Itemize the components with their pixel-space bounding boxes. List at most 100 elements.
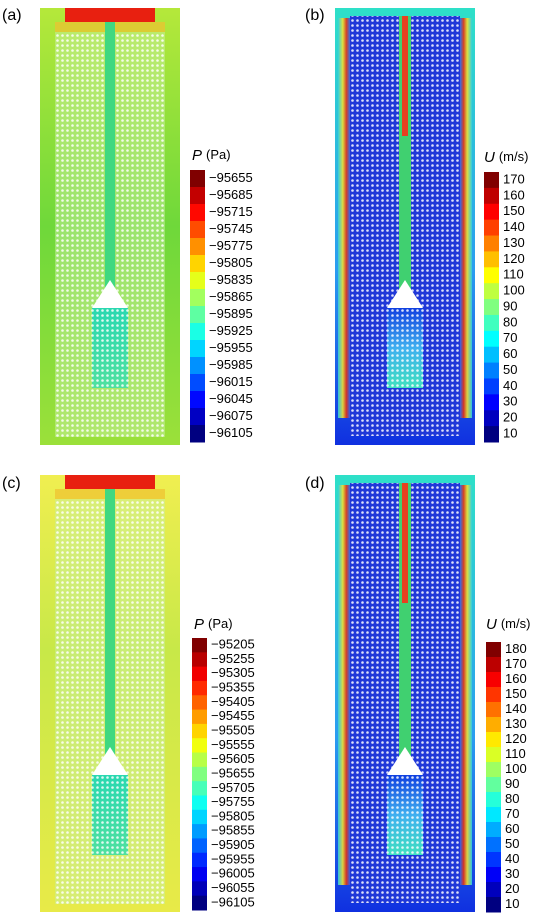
inlet — [65, 8, 155, 22]
colorbar-band — [486, 717, 501, 733]
cell-dots — [92, 308, 128, 388]
colorbar-tick-label: 50 — [503, 362, 517, 377]
colorbar-band — [484, 331, 499, 347]
colorbar-tick-label: 110 — [503, 267, 524, 282]
colorbar-band — [190, 306, 205, 324]
colorbar-band — [190, 374, 205, 392]
colorbar-tick-label: 120 — [503, 251, 525, 266]
colorbar-tick-label: 140 — [503, 219, 525, 234]
colorbar-tick-label: −95505 — [211, 722, 255, 737]
colorbar-band — [190, 425, 205, 443]
colorbar-title: P(Pa) — [194, 616, 233, 633]
edge-right — [460, 485, 472, 885]
colorbar-tick-label: −95715 — [209, 204, 253, 219]
colorbar-band — [192, 652, 207, 667]
figure: (a)P(Pa)−95655−95685−95715−95745−95775−9… — [0, 0, 537, 917]
colorbar-tick-label: 170 — [505, 656, 527, 671]
colorbar-tick-label: 130 — [503, 235, 525, 250]
colorbar-band — [192, 638, 207, 653]
colorbar-band — [486, 642, 501, 658]
colorbar-band — [486, 687, 501, 703]
colorbar-tick-label: 100 — [505, 761, 527, 776]
colorbar-unit: (m/s) — [499, 149, 529, 164]
colorbar-band — [486, 837, 501, 853]
colorbar-tick-label: −95895 — [209, 306, 253, 321]
colorbar-symbol: U — [484, 149, 495, 166]
colorbar-tick-label: −95745 — [209, 221, 253, 236]
colorbar-band — [484, 236, 499, 252]
colorbar-tick-label: 70 — [505, 806, 519, 821]
colorbar-band — [190, 340, 205, 358]
colorbar-tick-label: 90 — [505, 776, 519, 791]
colorbar-tick-label: −95855 — [211, 823, 255, 838]
colorbar-band — [484, 315, 499, 331]
colorbar-tick-label: −95865 — [209, 289, 253, 304]
colorbar-symbol: P — [192, 147, 202, 164]
colorbar-tick-label: −96105 — [211, 894, 255, 909]
cell-dots — [387, 775, 423, 855]
colorbar-band — [190, 408, 205, 426]
colorbar-band — [190, 272, 205, 290]
colorbar-band — [484, 251, 499, 267]
colorbar-band — [192, 867, 207, 882]
colorbar-tick-label: −95685 — [209, 187, 253, 202]
edge-left — [338, 18, 350, 418]
colorbar-tick-label: 100 — [503, 283, 525, 298]
colorbar-tick-label: −96045 — [209, 391, 253, 406]
colorbar-band — [484, 394, 499, 410]
colorbar-tick-label: −95925 — [209, 323, 253, 338]
colorbar-tick-label: −95755 — [211, 794, 255, 809]
colorbar-band — [190, 391, 205, 409]
colorbar-band — [486, 762, 501, 778]
colorbar-band — [486, 792, 501, 808]
panel-label: (d) — [305, 475, 325, 492]
colorbar-band — [190, 323, 205, 341]
colorbar-unit: (m/s) — [501, 616, 531, 631]
colorbar-tick-label: −95405 — [211, 694, 255, 709]
cell-dots — [92, 775, 128, 855]
colorbar-band — [192, 781, 207, 796]
colorbar-tick-label: −95355 — [211, 680, 255, 695]
colorbar-tick-label: 150 — [503, 203, 525, 218]
colorbar-tick-label: −96055 — [211, 880, 255, 895]
colorbar-symbol: P — [194, 616, 204, 633]
channel — [105, 22, 115, 292]
colorbar-band — [484, 283, 499, 299]
colorbar-band — [192, 667, 207, 682]
channel-core — [402, 483, 408, 603]
colorbar-band — [486, 897, 501, 913]
colorbar-tick-label: −95905 — [211, 837, 255, 852]
channel-core — [402, 16, 408, 136]
colorbar-band — [192, 738, 207, 753]
colorbar-band — [486, 867, 501, 883]
colorbar-band — [192, 824, 207, 839]
colorbar-band — [484, 220, 499, 236]
colorbar-tick-label: −96015 — [209, 374, 253, 389]
colorbar-band — [190, 357, 205, 375]
colorbar-band — [486, 777, 501, 793]
colorbar-band — [192, 838, 207, 853]
colorbar-tick-label: −95305 — [211, 665, 255, 680]
colorbar-band — [484, 347, 499, 363]
colorbar-tick-label: 30 — [503, 394, 517, 409]
colorbar-band — [192, 724, 207, 739]
colorbar-tick-label: −95555 — [211, 737, 255, 752]
edge-right — [460, 18, 472, 418]
colorbar-band — [192, 710, 207, 725]
colorbar-tick-label: −95955 — [211, 851, 255, 866]
colorbar-tick-label: 140 — [505, 701, 527, 716]
colorbar-tick-label: 170 — [503, 171, 525, 186]
colorbar-tick-label: 10 — [505, 896, 519, 911]
colorbar-tick-label: 160 — [503, 187, 525, 202]
colorbar-tick-label: −95705 — [211, 780, 255, 795]
colorbar-tick-label: 10 — [503, 425, 517, 440]
colorbar-tick-label: 160 — [505, 671, 527, 686]
colorbar-band — [486, 657, 501, 673]
colorbar-tick-label: −95805 — [209, 255, 253, 270]
colorbar-tick-label: 150 — [505, 686, 527, 701]
colorbar-band — [190, 238, 205, 256]
contour-plot — [40, 8, 180, 445]
colorbar-tick-label: −95835 — [209, 272, 253, 287]
colorbar-band — [192, 896, 207, 911]
colorbar-band — [192, 810, 207, 825]
